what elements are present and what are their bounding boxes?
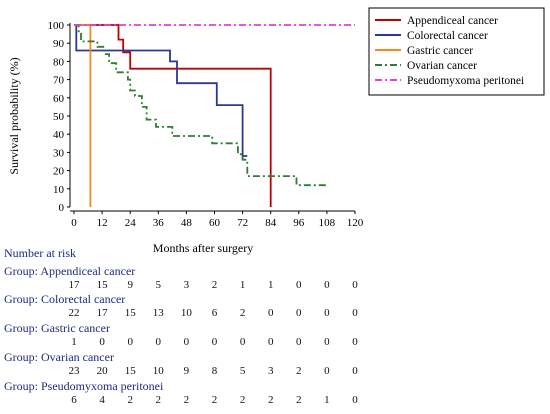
risk-count: 0 <box>211 336 218 348</box>
risk-count: 5 <box>155 279 162 291</box>
x-axis-label: Months after surgery <box>153 241 253 255</box>
risk-count: 4 <box>99 394 105 406</box>
curve-ovarian-cancer <box>74 24 327 187</box>
risk-count: 2 <box>155 394 162 406</box>
risk-table-title: Number at risk <box>4 246 76 260</box>
x-tick-label: 24 <box>125 217 137 229</box>
curve-colorectal-cancer <box>74 24 248 157</box>
legend-box <box>368 7 545 96</box>
risk-count: 17 <box>96 307 108 319</box>
y-tick-label: 0 <box>59 202 65 214</box>
risk-count: 9 <box>127 279 133 291</box>
y-tick-label: 20 <box>53 166 65 178</box>
risk-count: 10 <box>152 365 164 377</box>
risk-count: 17 <box>68 279 80 291</box>
y-axis-label: Survival probability (%) <box>7 57 21 174</box>
y-tick-label: 60 <box>53 93 65 105</box>
risk-count: 0 <box>127 336 133 348</box>
legend-label: Pseudomyxoma peritonei <box>407 75 524 87</box>
risk-count: 1 <box>71 336 77 348</box>
x-tick-label: 36 <box>153 217 165 229</box>
risk-count: 0 <box>267 307 274 319</box>
legend-label: Appendiceal cancer <box>407 15 498 27</box>
y-tick-label: 70 <box>53 75 65 87</box>
risk-count: 2 <box>183 394 190 406</box>
risk-count: 2 <box>211 394 218 406</box>
risk-count: 0 <box>239 336 246 348</box>
risk-group-label: Group: Colorectal cancer <box>4 292 126 306</box>
y-tick-label: 80 <box>53 56 65 68</box>
y-tick-label: 50 <box>53 111 65 123</box>
risk-count: 6 <box>71 394 77 406</box>
y-tick-label: 10 <box>53 184 65 196</box>
survival-curves <box>74 24 355 207</box>
legend-label: Ovarian cancer <box>407 60 477 72</box>
risk-group-label: Group: Ovarian cancer <box>4 350 114 364</box>
risk-count: 20 <box>96 365 108 377</box>
risk-count: 2 <box>211 279 218 291</box>
x-tick-label: 84 <box>265 217 277 229</box>
risk-count: 3 <box>267 365 274 377</box>
chart-axes: 0 10 20 30 40 50 60 70 80 90 100 0 12 24 36 48 60 72 84 96 1… <box>48 20 364 229</box>
risk-count: 0 <box>324 307 330 319</box>
risk-count: 5 <box>239 365 246 377</box>
risk-count: 0 <box>324 365 330 377</box>
x-tick-label: 48 <box>181 217 193 229</box>
risk-count: 15 <box>96 279 108 291</box>
legend-label: Colorectal cancer <box>407 30 488 42</box>
risk-count: 0 <box>352 307 358 319</box>
risk-count: 0 <box>99 336 105 348</box>
risk-count: 0 <box>267 336 274 348</box>
risk-count: 0 <box>352 336 358 348</box>
risk-count: 1 <box>239 279 246 291</box>
risk-count: 2 <box>267 394 274 406</box>
x-tick-label: 60 <box>209 217 221 229</box>
risk-count: 1 <box>324 394 330 406</box>
y-tick-label: 40 <box>53 129 65 141</box>
risk-count: 0 <box>352 279 358 291</box>
risk-count: 22 <box>68 307 80 319</box>
risk-count: 15 <box>124 307 136 319</box>
risk-count: 2 <box>296 365 302 377</box>
risk-count: 10 <box>180 307 192 319</box>
risk-count: 0 <box>352 394 358 406</box>
risk-count: 3 <box>183 279 190 291</box>
risk-count: 0 <box>296 279 302 291</box>
y-tick-label: 30 <box>53 147 65 159</box>
risk-group-label: Group: Appendiceal cancer <box>4 264 136 278</box>
risk-group-label: Group: Pseudomyxoma peritonei <box>4 379 164 393</box>
risk-count: 8 <box>211 365 218 377</box>
risk-count: 0 <box>352 365 358 377</box>
risk-count: 2 <box>127 394 133 406</box>
x-tick-label: 12 <box>97 217 108 229</box>
legend: Appendiceal cancer Colorectal cancer Gastr… <box>368 7 545 96</box>
risk-count: 13 <box>152 307 164 319</box>
y-tick-label: 100 <box>48 20 65 32</box>
risk-count: 0 <box>324 336 330 348</box>
x-tick-label: 0 <box>71 217 77 229</box>
risk-count: 0 <box>296 336 302 348</box>
risk-count: 23 <box>68 365 80 377</box>
risk-count: 15 <box>124 365 136 377</box>
x-tick-label: 108 <box>319 217 336 229</box>
x-tick-label: 120 <box>347 217 364 229</box>
risk-count: 0 <box>324 279 330 291</box>
risk-count: 6 <box>211 307 218 319</box>
risk-count: 1 <box>267 279 274 291</box>
legend-label: Gastric cancer <box>407 45 473 57</box>
risk-count: 0 <box>155 336 162 348</box>
curve-appendiceal-cancer <box>74 24 272 207</box>
risk-count: 9 <box>183 365 190 377</box>
risk-count: 2 <box>239 307 246 319</box>
risk-count: 2 <box>296 394 302 406</box>
risk-count: 0 <box>183 336 190 348</box>
x-tick-label: 72 <box>237 217 248 229</box>
y-tick-label: 90 <box>53 38 65 50</box>
curve-gastric-cancer <box>74 24 92 207</box>
x-tick-label: 96 <box>293 217 305 229</box>
risk-count: 2 <box>239 394 246 406</box>
risk-count: 0 <box>296 307 302 319</box>
risk-group-label: Group: Gastric cancer <box>4 321 110 335</box>
